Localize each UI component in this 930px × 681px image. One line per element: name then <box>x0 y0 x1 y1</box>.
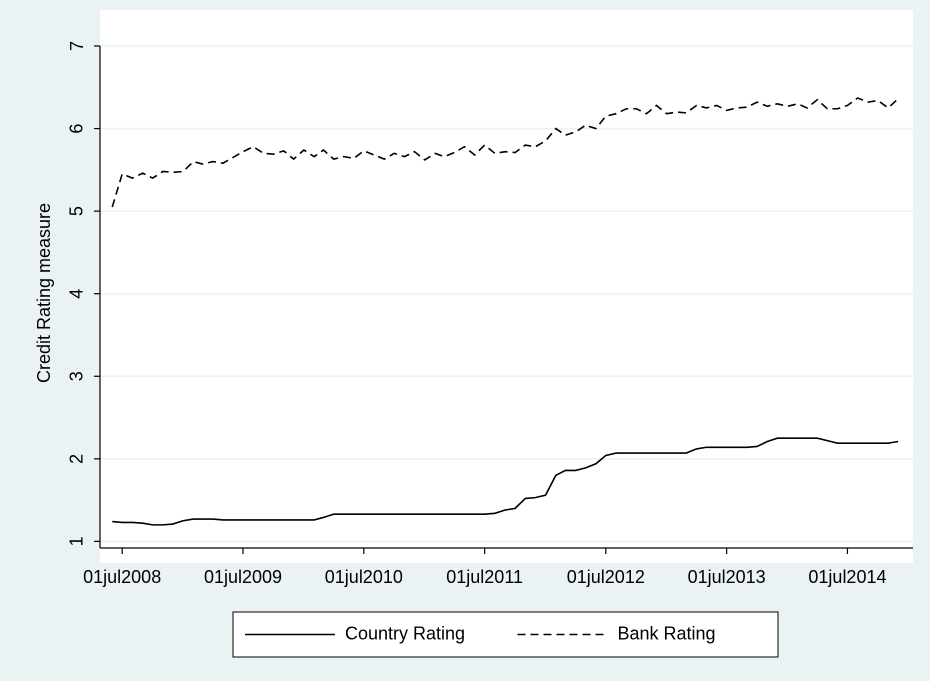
series-line <box>111 97 899 208</box>
y-tick-label: 6 <box>67 124 87 134</box>
y-tick-label: 2 <box>67 454 87 464</box>
plot-area <box>100 10 913 563</box>
y-tick-label: 1 <box>67 536 87 546</box>
legend-label: Bank Rating <box>618 623 716 643</box>
y-tick-label: 4 <box>67 289 87 299</box>
legend-label: Country Rating <box>345 623 465 643</box>
y-tick-label: 3 <box>67 371 87 381</box>
x-tick-label: 01jul2011 <box>446 567 523 587</box>
x-tick-label: 01jul2013 <box>688 567 766 587</box>
x-tick-label: 01jul2014 <box>808 567 886 587</box>
y-tick-label: 7 <box>67 41 87 51</box>
x-tick-label: 01jul2009 <box>204 567 282 587</box>
x-tick-label: 01jul2010 <box>325 567 403 587</box>
series-line <box>112 437 899 526</box>
y-tick-label: 5 <box>67 206 87 216</box>
y-axis-title: Credit Rating measure <box>34 203 54 383</box>
x-tick-label: 01jul2012 <box>567 567 645 587</box>
x-tick-label: 01jul2008 <box>83 567 161 587</box>
